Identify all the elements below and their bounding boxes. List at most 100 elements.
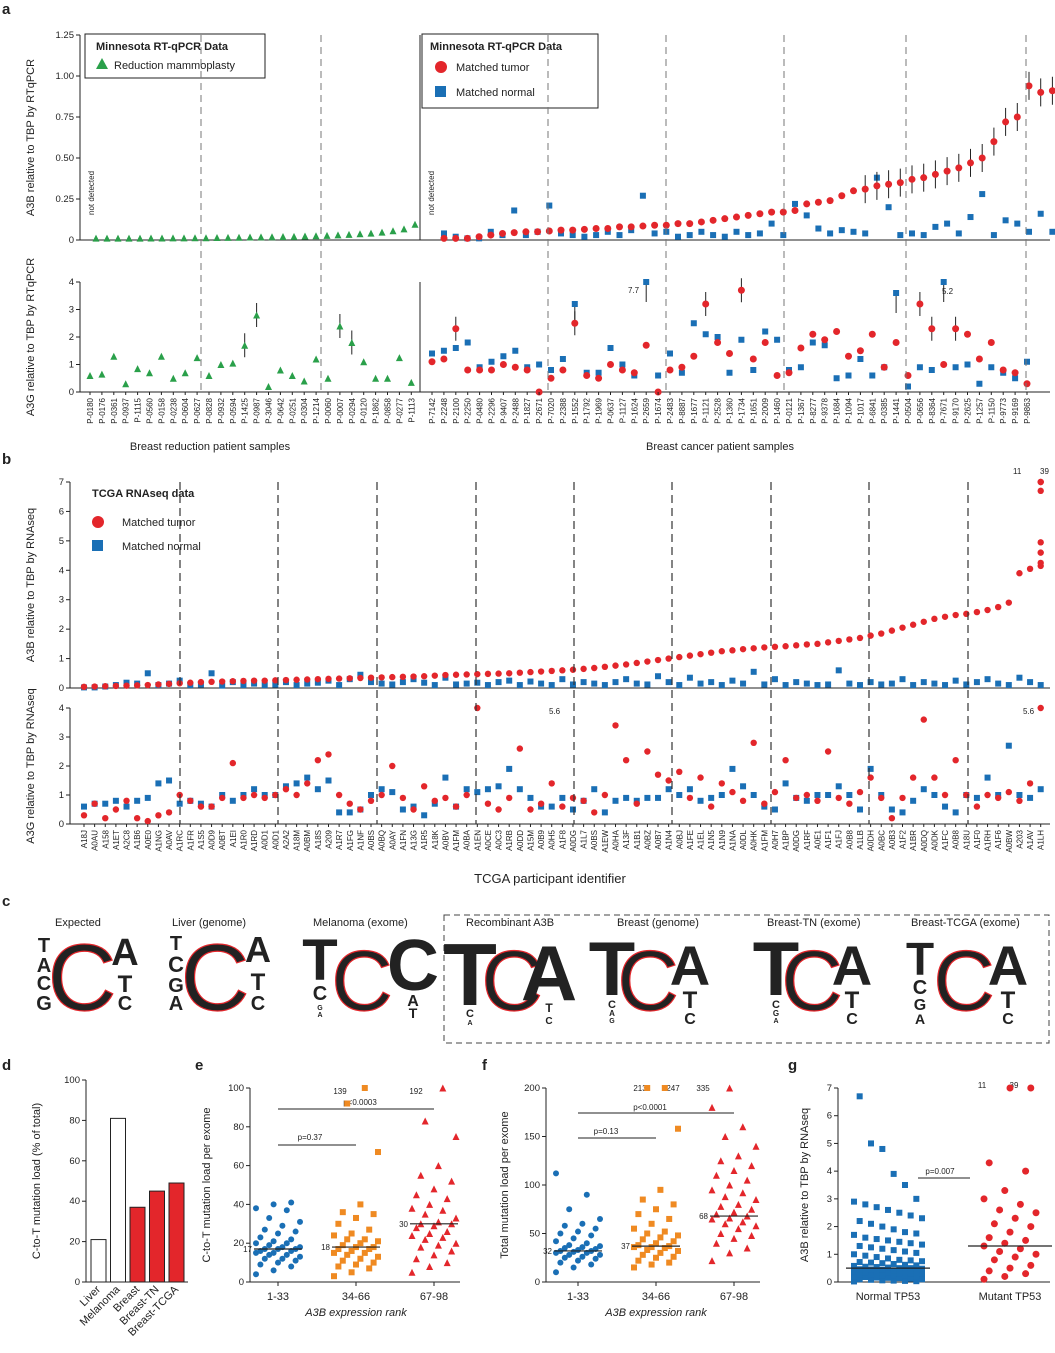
tumor-point	[952, 325, 960, 333]
data-point	[670, 1201, 677, 1208]
normal-point	[718, 792, 725, 798]
normal-point	[559, 676, 566, 683]
x-tick-label: A0B8	[845, 829, 854, 849]
normal-point	[536, 361, 543, 368]
x-tick-label: P-2296	[488, 397, 497, 423]
data-point	[743, 1244, 751, 1252]
data-point	[879, 1277, 886, 1284]
data-point	[730, 1234, 738, 1242]
data-point	[417, 1243, 425, 1251]
tumor-point	[928, 325, 936, 333]
logo-letter-a: A	[773, 1018, 778, 1025]
tumor-point	[80, 683, 88, 691]
x-tick-label: P-1862	[372, 397, 381, 423]
tumor-point	[133, 815, 141, 822]
normal-point	[591, 680, 598, 687]
tumor-point	[616, 223, 623, 231]
logo-letter-c: C	[251, 993, 265, 1015]
tumor-point	[431, 672, 438, 679]
normal-point	[756, 230, 763, 237]
logo-letter-a: A	[111, 932, 138, 974]
reduction-point	[110, 352, 118, 360]
logo-letter-a: A	[245, 929, 271, 970]
tumor-point	[144, 817, 151, 825]
normal-point	[708, 794, 715, 801]
tumor-point	[856, 634, 864, 642]
normal-point	[867, 765, 874, 772]
normal-point	[920, 679, 927, 686]
tumor-point	[676, 653, 683, 661]
data-point	[553, 1269, 559, 1276]
normal-point	[1012, 375, 1019, 382]
tumor-point	[591, 809, 598, 816]
x-tick-label: P-0304	[300, 397, 309, 423]
data-point	[344, 1251, 351, 1258]
x-tick-label: 1-33	[267, 1291, 289, 1303]
circle-marker-icon	[435, 61, 447, 73]
normal-point	[973, 679, 980, 686]
normal-point	[571, 301, 578, 307]
normal-point	[920, 232, 927, 239]
bar	[149, 1190, 165, 1283]
normal-point	[856, 682, 863, 689]
normal-point	[368, 679, 375, 686]
normal-point	[780, 232, 787, 239]
data-point	[648, 1220, 655, 1227]
normal-point	[516, 786, 523, 793]
data-point	[253, 1205, 259, 1212]
normal-point	[979, 191, 986, 198]
logo-letter-c: C	[608, 999, 616, 1011]
x-tick-label: P-2671	[535, 397, 544, 423]
x-tick-label: P-9863	[1023, 397, 1032, 423]
tumor-point	[1037, 539, 1044, 546]
x-tick-label: P-0828	[205, 397, 214, 423]
tumor-point	[420, 783, 428, 790]
data-point	[708, 1186, 716, 1194]
normal-point	[862, 230, 869, 237]
data-point	[270, 1201, 277, 1208]
y-tick-label: 20	[69, 1237, 80, 1248]
reduction-point	[122, 380, 130, 388]
data-point	[890, 1247, 897, 1254]
x-tick-label: A18J	[80, 830, 89, 848]
tumor-point	[793, 642, 800, 649]
normal-point	[453, 681, 460, 688]
reduction-point	[191, 234, 199, 242]
normal-point	[910, 797, 917, 804]
x-tick-label: P-2528	[714, 397, 723, 423]
data-point	[873, 1254, 880, 1261]
data-point	[331, 1232, 337, 1239]
data-point	[297, 1253, 303, 1260]
tumor-point	[782, 643, 789, 650]
data-point	[913, 1249, 920, 1256]
tumor-point	[984, 606, 991, 614]
normal-point	[697, 797, 704, 804]
y-tick-label: 0	[75, 1277, 80, 1288]
normal-point	[474, 789, 481, 796]
tumor-point	[987, 339, 995, 346]
data-point	[644, 1230, 651, 1237]
x-tick-label: P-1113	[407, 397, 416, 422]
tumor-point	[931, 615, 938, 623]
data-point	[851, 1262, 857, 1269]
x-tick-label: 34-66	[642, 1291, 670, 1303]
tumor-point	[1026, 565, 1034, 573]
tumor-point	[756, 210, 764, 218]
data-point	[1022, 1270, 1030, 1278]
logo-letter-c-outline: C	[48, 925, 117, 1031]
y-tick-label: 100	[228, 1083, 244, 1094]
tumor-point	[559, 667, 566, 674]
normal-point	[639, 192, 646, 199]
data-point	[879, 1245, 886, 1252]
x-tick-label: P-1684	[833, 397, 842, 423]
logo-letter-a: A	[37, 955, 51, 977]
tumor-point	[314, 757, 322, 764]
tumor-point	[729, 647, 736, 654]
normal-point	[916, 364, 923, 371]
logo-letter-t: T	[251, 969, 266, 996]
y-tick-label: 7	[827, 1083, 832, 1094]
normal-point	[792, 200, 798, 207]
x-tick-label: A1BR	[909, 830, 918, 851]
normal-point	[441, 230, 447, 237]
tumor-point	[580, 797, 587, 804]
